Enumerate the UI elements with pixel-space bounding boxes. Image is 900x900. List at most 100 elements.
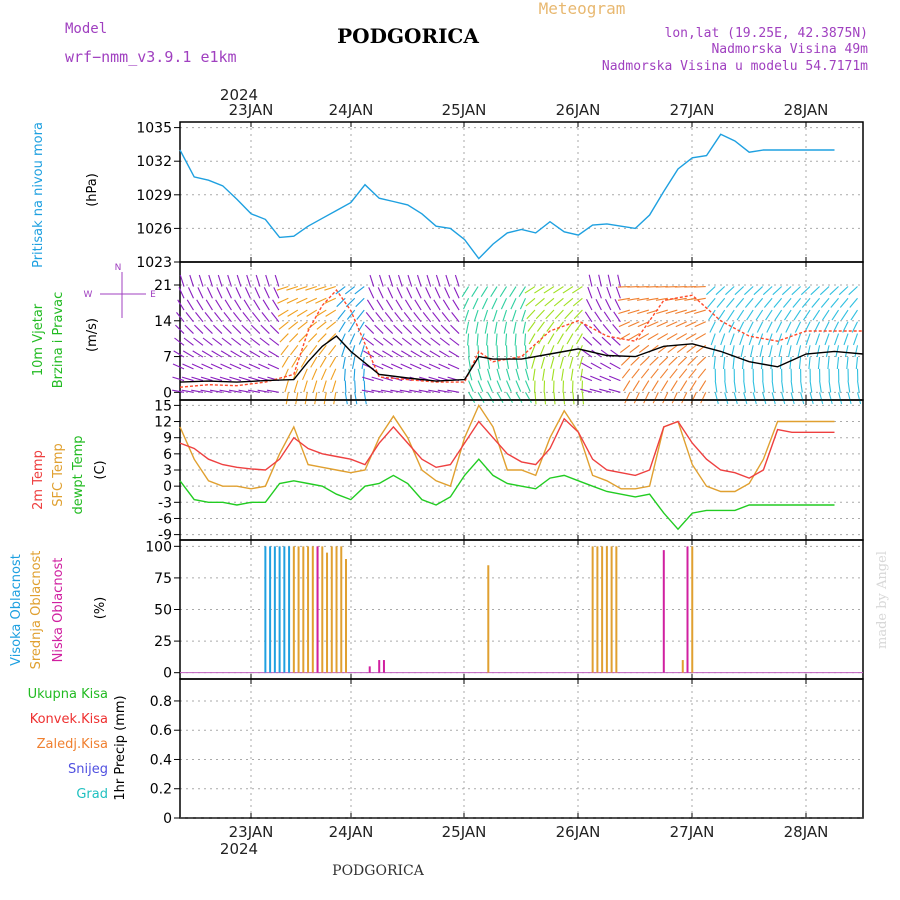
wind-barb (589, 388, 602, 393)
wind-barb (777, 333, 783, 346)
wind-barb (454, 274, 460, 287)
wind-barb (697, 368, 707, 379)
wind-barb (353, 368, 356, 381)
wind-barb (666, 321, 678, 328)
wind-barb (452, 299, 460, 311)
wind-barb (249, 350, 261, 358)
wind-barb (838, 286, 849, 296)
wind-barb (266, 389, 279, 393)
wind-barb (201, 350, 213, 358)
wind-barb (354, 286, 365, 295)
wind-barb (819, 286, 830, 296)
pressure-ylabel: Pritisak na nivou mora (31, 122, 46, 268)
wind-barb (187, 287, 194, 299)
y-tick-label: 1023 (136, 255, 172, 271)
wind-barb (561, 368, 564, 381)
wind-barb (394, 312, 403, 323)
bottom-day-label: 24JAN (329, 823, 374, 841)
wind-barb (619, 333, 631, 341)
y-tick-label: 0.6 (150, 723, 172, 739)
wind-barb (177, 299, 185, 311)
wind-barb (553, 286, 564, 294)
compass-west-label: W (84, 290, 93, 300)
wind-barb (471, 286, 479, 297)
wind-barb (468, 345, 470, 358)
top-day-label: 28JAN (784, 101, 829, 119)
wind-barb (643, 392, 650, 404)
wind-barb (315, 309, 327, 317)
wind-barb (524, 333, 527, 346)
wind-barb (800, 286, 811, 296)
wind-barb (473, 309, 479, 322)
y-tick-label: 1035 (136, 121, 172, 137)
wind-barb (428, 389, 441, 393)
wind-barb (566, 333, 574, 345)
credit-watermark: made by Angel (875, 551, 890, 649)
wind-barb (602, 324, 612, 334)
wind-barb (798, 357, 802, 370)
wind-barb (220, 363, 232, 370)
wind-barb (608, 375, 621, 382)
wind-barb (221, 337, 232, 346)
wind-barb (651, 380, 659, 392)
wind-barb (655, 297, 668, 301)
wind-barb (362, 368, 365, 381)
wind-barb (751, 357, 754, 370)
wind-barb (732, 357, 735, 370)
wind-barb (594, 311, 602, 323)
wind-barb (815, 333, 821, 346)
wind-barb (377, 287, 384, 299)
wind-barb (419, 363, 431, 370)
wind-barb (631, 368, 640, 379)
wind-barb (399, 389, 412, 393)
wind-barb (281, 356, 289, 368)
wind-barb (295, 286, 308, 291)
wind-barb (592, 336, 602, 346)
wind-barb (412, 324, 422, 334)
wind-barb (279, 333, 289, 343)
wind-barb (611, 336, 621, 346)
wind-barb (191, 376, 204, 382)
wind-barb (518, 286, 526, 297)
wind-barb (265, 274, 270, 287)
legend-snow: Snijeg (68, 762, 108, 777)
wind-barb (387, 287, 394, 299)
wind-barb (727, 309, 735, 321)
wind-barb (342, 356, 346, 370)
wind-barb (564, 309, 574, 320)
wind-barb (374, 324, 384, 334)
wind-barb (662, 392, 669, 404)
wind-barb (800, 380, 803, 393)
wind-barb (494, 321, 498, 334)
wind-barb (824, 333, 830, 346)
wind-barb (195, 312, 204, 323)
wind-barb (260, 324, 270, 334)
wind-barb (825, 345, 830, 358)
wind-barb (650, 368, 659, 379)
wind-barb (752, 392, 757, 405)
wind-barb (590, 375, 602, 382)
wind-barb (712, 345, 716, 358)
wind-barb (392, 337, 403, 346)
wind-barb (637, 321, 650, 328)
wind-barb (656, 309, 668, 315)
wind-barb (258, 350, 270, 358)
wind-barb (305, 297, 318, 304)
wind-barb (670, 380, 678, 392)
wind-barb (717, 309, 726, 321)
panel-frame (179, 678, 864, 819)
wind-barb (447, 363, 460, 370)
wind-barb (781, 380, 784, 393)
wind-barb (277, 297, 289, 304)
wind-barb (529, 345, 536, 357)
wind-barb (296, 309, 308, 317)
wind-barb (613, 311, 621, 323)
wind-barb (348, 321, 356, 333)
wind-barb (800, 392, 805, 405)
wind-barb (548, 345, 555, 357)
model-altitude-label: Nadmorska Visina u modelu 54.7171m (602, 59, 868, 74)
wind-barb (658, 356, 669, 366)
wind-barb (725, 297, 735, 308)
wind-barb (759, 345, 764, 358)
wind-barb (175, 324, 185, 334)
